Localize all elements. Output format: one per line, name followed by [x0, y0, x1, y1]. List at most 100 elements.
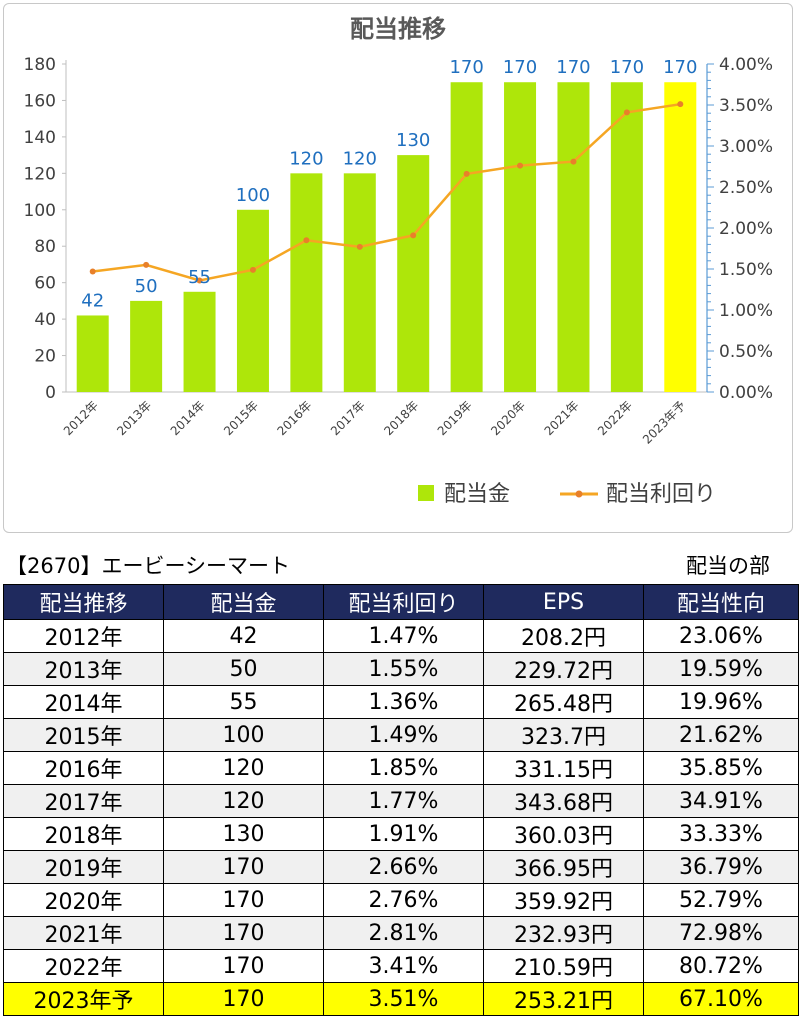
x-tick-label: 2017年 [328, 398, 368, 438]
table-title: 【2670】エービーシーマート [6, 554, 291, 578]
table-row: 2018年 130 1.91% 360.03円 33.33% [3, 817, 799, 851]
table-cell: 170 [163, 982, 324, 1016]
bar-2018年 [397, 155, 430, 392]
table-cell: 343.68円 [483, 784, 644, 818]
left-tick-label: 100 [24, 201, 56, 221]
table-cell: 2019年 [3, 850, 164, 884]
left-tick-label: 80 [34, 237, 56, 257]
table-cell: 19.96% [643, 685, 799, 719]
table-cell: 359.92円 [483, 883, 644, 917]
column-header: 配当利回り [323, 584, 484, 620]
bar-2012年 [76, 315, 109, 392]
table-cell: 33.33% [643, 817, 799, 851]
column-header: EPS [483, 584, 644, 620]
x-tick-label: 2022年 [595, 398, 635, 438]
yield-point-2023年予 [677, 101, 684, 108]
table-cell: 23.06% [643, 619, 799, 653]
left-tick-label: 140 [24, 128, 56, 148]
yield-point-2020年 [517, 162, 524, 169]
table-cell: 100 [163, 718, 324, 752]
bar-2017年 [343, 173, 376, 392]
table-cell: 2017年 [3, 784, 164, 818]
table-cell: 2.76% [323, 883, 484, 917]
left-tick-label: 20 [34, 347, 56, 367]
table-cell: 34.91% [643, 784, 799, 818]
table-cell: 120 [163, 784, 324, 818]
table-cell: 50 [163, 652, 324, 686]
bar-2016年 [290, 173, 323, 392]
bar-2013年 [130, 300, 163, 392]
x-tick-label: 2016年 [275, 398, 315, 438]
x-tick-label: 2021年 [542, 398, 582, 438]
x-tick-label: 2012年 [61, 398, 101, 438]
bar-value-label: 42 [81, 290, 104, 311]
table-cell: 2.81% [323, 916, 484, 950]
bar-value-label: 120 [289, 148, 323, 169]
table-cell: 366.95円 [483, 850, 644, 884]
dividend-table: 配当推移 配当金 配当利回り EPS 配当性向 2012年 42 1.47% 208.2円 23… [3, 584, 799, 1016]
table-cell: 208.2円 [483, 619, 644, 653]
table-cell: 1.85% [323, 751, 484, 785]
left-tick-label: 40 [34, 310, 56, 330]
bar-2020年 [504, 82, 537, 392]
right-tick-label: 2.00% [719, 219, 773, 239]
table-cell: 2023年予 [3, 982, 164, 1016]
bar-value-label: 170 [503, 57, 537, 78]
yield-point-2017年 [356, 243, 363, 250]
table-cell: 120 [163, 751, 324, 785]
table-cell: 170 [163, 949, 324, 983]
bar-value-label: 100 [236, 185, 270, 206]
left-tick-label: 160 [24, 91, 56, 111]
chart-title: 配当推移 [350, 15, 446, 43]
bar-2021年 [557, 82, 590, 392]
table-cell: 80.72% [643, 949, 799, 983]
table-cell: 55 [163, 685, 324, 719]
left-tick-label: 120 [24, 164, 56, 184]
table-cell: 2012年 [3, 619, 164, 653]
table-cell: 130 [163, 817, 324, 851]
right-tick-label: 3.50% [719, 96, 773, 116]
table-cell: 170 [163, 883, 324, 917]
x-tick-label: 2013年 [114, 398, 154, 438]
table-cell: 72.98% [643, 916, 799, 950]
table-cell: 1.55% [323, 652, 484, 686]
table-cell: 2021年 [3, 916, 164, 950]
yield-point-2019年 [463, 170, 470, 177]
bar-2022年 [610, 82, 643, 392]
bar-value-label: 170 [556, 57, 590, 78]
right-tick-label: 0.50% [719, 342, 773, 362]
table-cell: 1.77% [323, 784, 484, 818]
x-tick-label: 2018年 [381, 398, 421, 438]
legend-bar-label: 配当金 [444, 482, 510, 507]
left-tick-label: 180 [24, 55, 56, 75]
x-tick-label: 2015年 [221, 398, 261, 438]
table-cell: 1.49% [323, 718, 484, 752]
table-cell: 253.21円 [483, 982, 644, 1016]
right-tick-label: 0.00% [719, 383, 773, 403]
table-cell: 19.59% [643, 652, 799, 686]
dividend-chart: 配当推移 0 20 40 60 80 100 120 140 160 180 0.00% 0.50%… [24, 15, 773, 507]
table-row: 2012年 42 1.47% 208.2円 23.06% [3, 619, 799, 653]
yield-point-2021年 [570, 158, 577, 165]
table-cell: 210.59円 [483, 949, 644, 983]
bar-2023年予 [664, 82, 697, 392]
right-tick-label: 1.00% [719, 301, 773, 321]
legend-line-label: 配当利回り [606, 482, 716, 507]
table-row: 2016年 120 1.85% 331.15円 35.85% [3, 751, 799, 785]
table-row: 2022年 170 3.41% 210.59円 80.72% [3, 949, 799, 983]
yield-point-2016年 [303, 237, 310, 244]
table-cell: 1.36% [323, 685, 484, 719]
table-head-row: 配当推移 配当金 配当利回り EPS 配当性向 [3, 584, 799, 620]
column-header: 配当性向 [643, 584, 799, 620]
x-tick-label: 2020年 [488, 398, 528, 438]
table-cell: 2013年 [3, 652, 164, 686]
table-cell: 2.66% [323, 850, 484, 884]
bar-value-label: 170 [663, 57, 697, 78]
bar-2015年 [236, 209, 269, 392]
table-cell: 35.85% [643, 751, 799, 785]
right-tick-label: 1.50% [719, 260, 773, 280]
table-cell: 232.93円 [483, 916, 644, 950]
yield-point-2022年 [623, 109, 630, 116]
bar-value-label: 130 [396, 130, 430, 151]
legend-bar-swatch [418, 485, 434, 501]
